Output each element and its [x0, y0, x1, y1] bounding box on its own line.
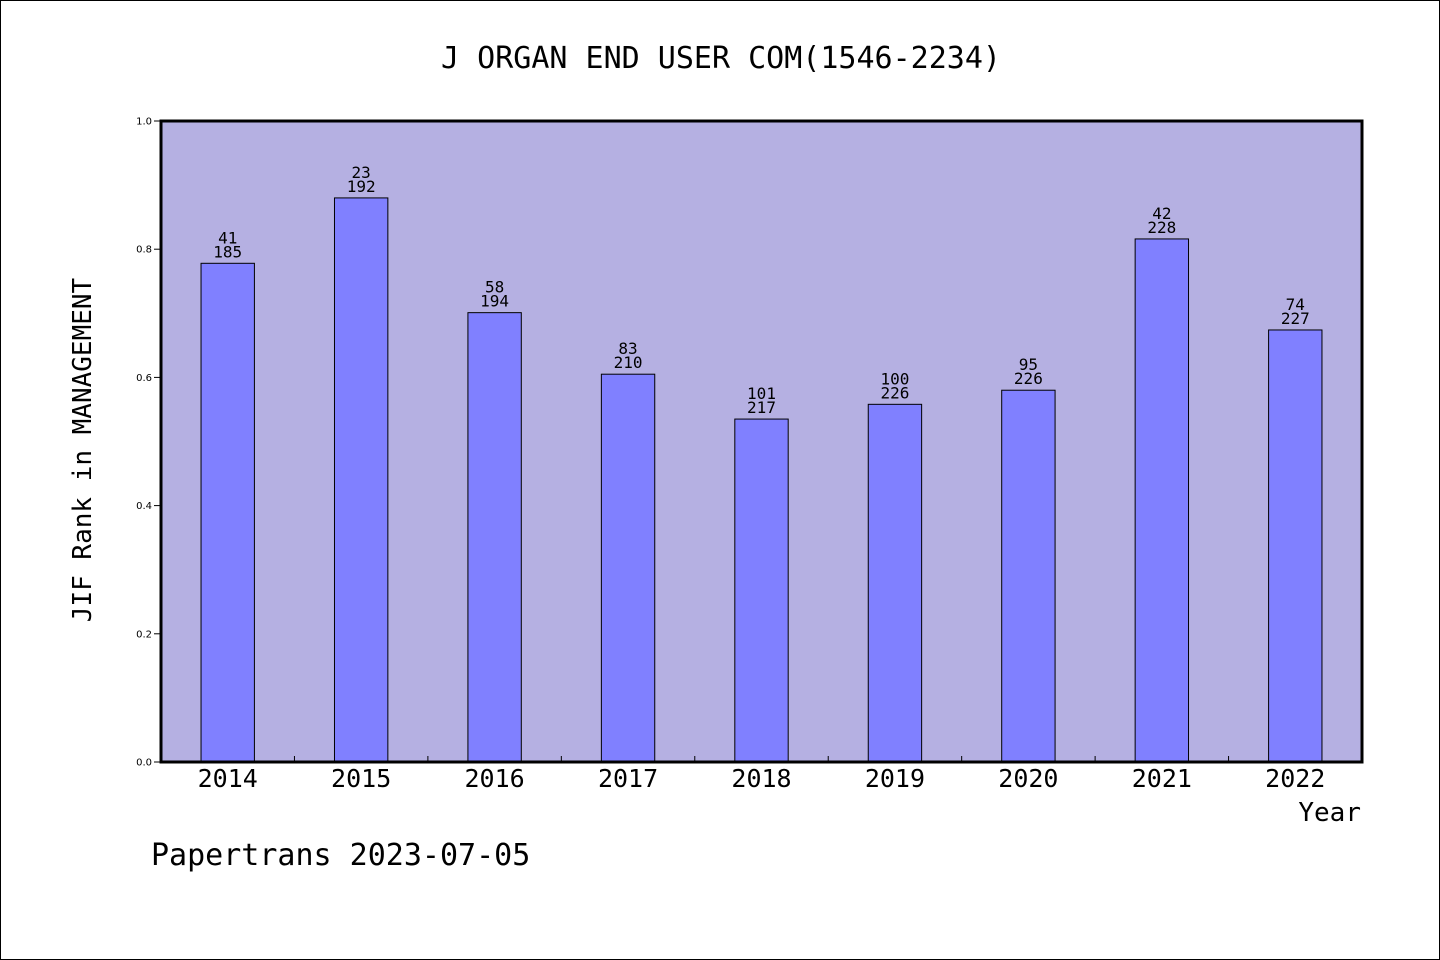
bar-rank-label: 95 [1019, 355, 1038, 374]
x-tick-label: 2014 [198, 764, 258, 793]
bar-rank-label: 42 [1152, 204, 1171, 223]
y-tick-label: 0.2 [136, 629, 152, 640]
y-axis-label: JIF Rank in MANAGEMENT [68, 277, 98, 622]
y-tick-label: 0.4 [136, 501, 152, 512]
bars [200, 197, 1323, 763]
chart-title: J ORGAN END USER COM(1546-2234) [441, 41, 1001, 76]
bar-rank-label: 58 [485, 278, 504, 297]
x-tick-label: 2020 [998, 764, 1058, 793]
bar-total-label: 185 [213, 242, 242, 261]
y-tick-label: 0.8 [136, 245, 152, 256]
bar-rank-label: 100 [880, 369, 909, 388]
bar-2017 [600, 373, 656, 763]
x-axis-label: Year [1298, 798, 1361, 828]
bar-total-label: 210 [614, 353, 643, 372]
x-tick-label: 2019 [865, 764, 925, 793]
y-tick-label: 1.0 [136, 117, 152, 128]
bar-2020 [1001, 389, 1056, 763]
x-tick-label: 2021 [1132, 764, 1192, 793]
bar-2019 [867, 403, 923, 763]
bar-rank-label: 23 [352, 163, 371, 182]
y-tick-label: 0.0 [136, 758, 152, 769]
footer-credit: Papertrans 2023-07-05 [151, 838, 530, 873]
bar-2022 [1268, 329, 1323, 763]
bar-total-label: 192 [347, 177, 376, 196]
y-tick-label: 0.6 [136, 373, 152, 384]
bar-2014 [200, 262, 255, 763]
x-tick-label: 2016 [465, 764, 525, 793]
bar-labels: 4118523192581948321010121710022695226422… [213, 163, 1309, 417]
bar-2016 [467, 312, 522, 763]
bar-rank-label: 74 [1286, 295, 1305, 314]
bar-rank-label: 41 [218, 228, 237, 247]
bar-2018 [734, 418, 789, 763]
x-tick-label: 2015 [331, 764, 391, 793]
bar-rank-label: 101 [747, 384, 776, 403]
bar-total-label: 226 [880, 383, 909, 402]
x-tick-label: 2018 [731, 764, 791, 793]
bar-2015 [333, 197, 389, 763]
bar-total-label: 228 [1147, 218, 1176, 237]
bar-total-label: 226 [1014, 369, 1043, 388]
x-tick-label: 2017 [598, 764, 658, 793]
bar-rank-label: 83 [618, 339, 637, 358]
bar-total-label: 194 [480, 292, 509, 311]
bar-total-label: 217 [747, 398, 776, 417]
x-tick-label: 2022 [1265, 764, 1325, 793]
x-axis-ticks: 2014 2015 2016 2017 2018 2019 2020 2021 2022 [198, 756, 1325, 793]
plot-frame [159, 119, 1364, 764]
y-axis-ticks: 0.0 0.2 0.4 0.6 0.8 1.0 [136, 117, 161, 769]
bar-total-label: 227 [1281, 309, 1310, 328]
bar-2021 [1134, 238, 1190, 763]
